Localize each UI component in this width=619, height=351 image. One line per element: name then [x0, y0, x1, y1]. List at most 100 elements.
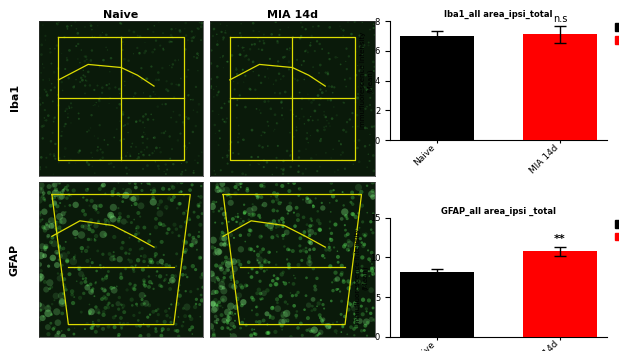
Point [179, 210, 189, 216]
Point [253, 35, 262, 41]
Point [279, 244, 289, 249]
Point [43, 306, 53, 311]
Legend: Naive (n=3), MIA 14d(n=6): Naive (n=3), MIA 14d(n=6) [615, 219, 619, 241]
Point [95, 263, 105, 268]
Point [71, 202, 80, 208]
Point [259, 38, 269, 44]
Point [139, 259, 149, 264]
Point [110, 186, 119, 192]
Point [215, 303, 225, 309]
Point [326, 155, 336, 161]
Point [130, 91, 140, 96]
Point [342, 331, 352, 337]
Point [263, 330, 273, 335]
Point [103, 142, 113, 147]
Point [264, 330, 274, 336]
Point [81, 54, 91, 60]
Point [210, 220, 220, 225]
Point [63, 250, 73, 256]
Point [189, 170, 199, 176]
Point [124, 180, 134, 186]
Point [342, 66, 352, 72]
Point [210, 306, 220, 311]
Point [280, 299, 290, 305]
Point [230, 318, 240, 324]
Point [167, 302, 176, 307]
Point [339, 244, 349, 249]
Point [50, 182, 59, 188]
Point [40, 209, 50, 214]
Point [100, 137, 110, 143]
Point [141, 293, 150, 299]
Point [278, 223, 288, 229]
Point [261, 259, 271, 264]
Point [232, 65, 241, 71]
Point [62, 55, 72, 61]
Point [119, 123, 129, 129]
Point [244, 57, 254, 62]
Point [187, 324, 197, 330]
Point [163, 326, 173, 332]
Point [185, 327, 195, 332]
Point [227, 274, 236, 280]
Point [186, 289, 196, 294]
Point [144, 332, 154, 338]
Point [116, 69, 126, 75]
Point [257, 233, 267, 239]
Point [220, 319, 230, 325]
Point [301, 26, 311, 32]
Point [137, 292, 147, 298]
Point [118, 195, 128, 200]
Point [317, 46, 327, 52]
Point [368, 59, 378, 65]
Y-axis label: immufluorescence intensity
(Mean): immufluorescence intensity (Mean) [355, 229, 368, 326]
Point [344, 54, 354, 59]
Point [357, 20, 367, 25]
Point [311, 333, 321, 339]
Point [353, 211, 363, 216]
Point [131, 232, 141, 237]
Point [169, 94, 179, 100]
Point [41, 89, 51, 94]
Point [79, 195, 89, 200]
Point [367, 124, 377, 130]
Point [328, 146, 338, 152]
Point [368, 305, 378, 311]
Point [152, 273, 162, 279]
Point [180, 250, 190, 255]
Point [87, 309, 97, 314]
Point [100, 233, 110, 239]
Point [193, 25, 202, 31]
Point [183, 93, 193, 98]
Point [131, 201, 141, 207]
Point [303, 196, 313, 202]
Point [294, 186, 304, 191]
Point [220, 28, 230, 33]
Point [361, 309, 371, 314]
Point [84, 222, 93, 227]
Point [237, 320, 247, 326]
Point [256, 183, 266, 188]
Point [254, 319, 264, 325]
Point [117, 245, 127, 251]
Point [293, 212, 303, 218]
Point [181, 239, 191, 245]
Point [366, 90, 376, 95]
Point [212, 84, 222, 90]
Point [227, 322, 237, 327]
Point [87, 112, 97, 118]
Point [368, 180, 378, 185]
Point [36, 253, 46, 258]
Point [267, 305, 277, 311]
Point [290, 275, 300, 281]
Point [246, 333, 256, 338]
Point [164, 280, 174, 286]
Point [51, 220, 61, 226]
Point [101, 220, 111, 225]
Point [40, 198, 50, 203]
Point [339, 203, 348, 208]
Point [279, 166, 288, 172]
Point [104, 161, 114, 167]
Point [364, 298, 374, 303]
Point [85, 309, 95, 315]
